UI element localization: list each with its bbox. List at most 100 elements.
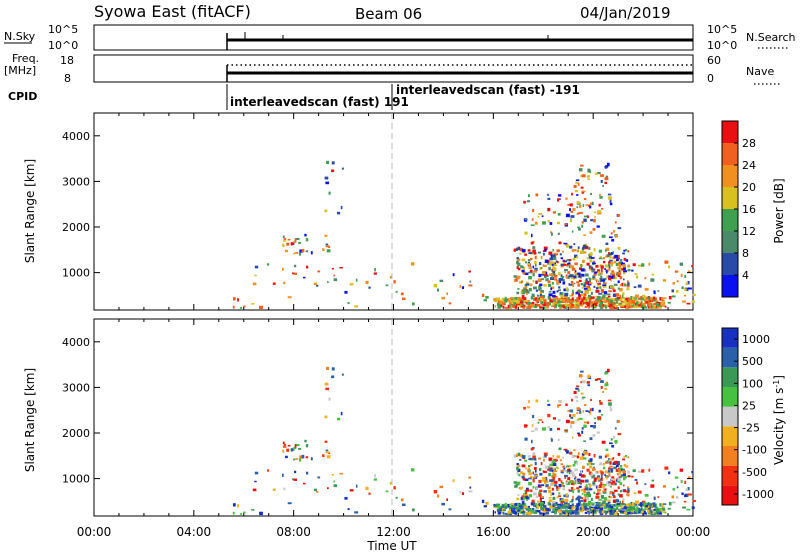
velocity-echo-cell: [588, 507, 593, 511]
velocity-echo-cell: [635, 481, 639, 485]
velocity-echo-cell: [583, 499, 587, 503]
power-echo-cell: [604, 177, 609, 181]
power-echo-cell: [558, 304, 563, 308]
power-echo-cell: [580, 164, 584, 167]
velocity-echo-cell: [563, 505, 566, 509]
velocity-echo-cell: [615, 464, 619, 468]
power-swatch: [722, 275, 738, 297]
power-echo-cell: [544, 274, 548, 277]
velocity-echo-cell: [532, 471, 535, 475]
power-echo-cell: [554, 262, 556, 265]
velocity-echo-cell: [675, 496, 679, 499]
velocity-echo-cell: [579, 509, 581, 512]
velocity-echo-cell: [570, 416, 574, 419]
power-echo-cell: [585, 291, 589, 295]
velocity-echo-cell: [630, 502, 634, 506]
velocity-echo-cell: [601, 440, 606, 444]
power-echo-cell: [518, 267, 521, 271]
velocity-echo-cell: [628, 505, 632, 509]
power-echo-cell: [556, 221, 560, 225]
velocity-echo-cell: [606, 481, 610, 485]
velocity-echo-cell: [544, 504, 547, 508]
velocity-echo-cell: [547, 403, 551, 406]
power-echo-cell: [619, 294, 622, 298]
velocity-echo-cell: [602, 502, 606, 506]
power-echo-cell: [568, 283, 571, 286]
power-echo-cell: [556, 290, 559, 293]
velocity-echo-cell: [339, 472, 343, 475]
velocity-echo-cell: [573, 507, 576, 509]
velocity-echo-cell: [516, 503, 519, 507]
power-echo-cell: [627, 301, 632, 304]
cpid-scan-1: interleavedscan (fast) 191: [230, 95, 409, 109]
velocity-echo-cell: [593, 491, 596, 494]
velocity-echo-cell: [540, 496, 544, 498]
power-colorbar-tick: 28: [742, 137, 756, 150]
velocity-echo-cell: [577, 432, 580, 435]
power-echo-cell: [589, 300, 594, 303]
power-echo-cell: [624, 283, 627, 287]
power-echo-cell: [485, 295, 489, 299]
power-echo-cell: [626, 284, 630, 288]
power-echo-cell: [302, 276, 306, 279]
beam-label: Beam 06: [355, 5, 422, 23]
power-echo-cell: [560, 295, 564, 298]
power-echo-cell: [532, 265, 535, 269]
power-echo-cell: [617, 214, 620, 217]
velocity-echo-cell: [577, 502, 581, 506]
velocity-echo-cell: [326, 487, 329, 490]
velocity-echo-cell: [593, 424, 596, 429]
velocity-echo-cell: [499, 507, 503, 511]
velocity-echo-cell: [282, 449, 285, 453]
velocity-echo-cell: [548, 499, 553, 503]
velocity-echo-cell: [535, 487, 538, 490]
power-echo-cell: [507, 299, 511, 302]
power-echo-cell: [692, 293, 696, 297]
velocity-echo-cell: [282, 446, 287, 448]
velocity-echo-cell: [293, 478, 297, 481]
power-echo-cell: [563, 263, 567, 266]
power-echo-cell: [590, 291, 593, 295]
power-echo-cell: [515, 248, 518, 251]
velocity-echo-cell: [523, 406, 526, 410]
velocity-echo-cell: [558, 510, 563, 514]
velocity-echo-cell: [610, 505, 614, 509]
power-echo-cell: [525, 283, 530, 286]
velocity-echo-cell: [581, 453, 585, 457]
velocity-echo-cell: [524, 424, 528, 427]
power-echo-cell: [531, 218, 534, 221]
power-echo-cell: [564, 306, 567, 309]
velocity-echo-cell: [333, 480, 336, 483]
power-echo-cell: [532, 272, 535, 277]
velocity-echo-cell: [560, 469, 564, 472]
velocity-echo-cell: [581, 479, 585, 483]
power-echo-cell: [627, 298, 630, 301]
velocity-echo-cell: [556, 455, 560, 459]
velocity-echo-cell: [610, 478, 615, 481]
power-echo-cell: [568, 274, 573, 278]
velocity-echo-cell: [578, 433, 581, 437]
velocity-echo-cell: [684, 494, 687, 498]
power-ylabel: Slant Range [km]: [23, 159, 37, 263]
power-echo-cell: [595, 287, 599, 290]
power-echo-cell: [640, 296, 643, 299]
power-echo-cell: [573, 301, 576, 303]
power-echo-cell: [551, 286, 555, 290]
power-echo-cell: [569, 298, 574, 302]
velocity-echo-cell: [550, 483, 554, 487]
velocity-echo-cell: [516, 466, 519, 471]
velocity-echo-cell: [627, 511, 631, 515]
power-echo-cell: [461, 286, 465, 290]
velocity-echo-cell: [576, 462, 579, 465]
velocity-echo-cell: [595, 495, 600, 499]
velocity-echo-cell: [620, 468, 625, 472]
power-echo-cell: [259, 305, 263, 310]
cpid-label: CPID: [8, 90, 37, 103]
velocity-echo-cell: [565, 419, 570, 424]
velocity-echo-cell: [589, 488, 593, 491]
nave-label: Nave: [746, 65, 774, 78]
velocity-echo-cell: [292, 478, 295, 481]
velocity-echo-cell: [564, 512, 567, 515]
power-echo-cell: [578, 274, 581, 278]
nsearch-label: N.Search: [746, 31, 796, 44]
